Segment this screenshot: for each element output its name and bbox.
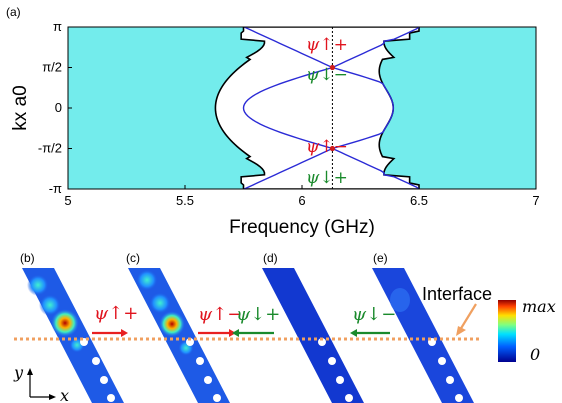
arrow-b xyxy=(92,329,128,337)
y-tick-label: 0 xyxy=(55,100,62,115)
edge-state-curve-2 xyxy=(243,27,394,189)
y-axis-title: kx a0 xyxy=(10,85,31,130)
colorbar-min-label: 0 xyxy=(530,345,540,364)
crossing-point-upper xyxy=(329,64,336,71)
x-axis-symbol: x xyxy=(60,386,69,403)
x-tick-label: 5 xyxy=(64,193,71,208)
field-strip-e xyxy=(372,268,474,403)
crossing-point-lower xyxy=(329,145,336,152)
panel-label-e: (e) xyxy=(373,251,388,265)
mode-label-down-plus: ψ↓+ xyxy=(306,168,348,188)
field-strip-b xyxy=(22,268,124,403)
interface-pointer-arrow xyxy=(456,303,477,336)
field-strip-c xyxy=(128,268,230,403)
x-tick-label: 6.5 xyxy=(410,193,428,208)
mode-label-c: ψ↑− xyxy=(198,304,242,325)
mode-label-b: ψ↑+ xyxy=(94,303,138,324)
arrow-e xyxy=(350,329,390,337)
colorbar-max-label: max xyxy=(522,297,556,316)
y-tick-label: π/2 xyxy=(42,60,62,75)
x-axis-title: Frequency (GHz) xyxy=(229,217,375,238)
mode-label-up-minus: ψ↑− xyxy=(306,137,348,157)
x-tick-label: 6 xyxy=(298,193,305,208)
mode-label-d: ψ↓+ xyxy=(236,304,280,325)
colorbar xyxy=(498,300,516,362)
y-tick-label: -π/2 xyxy=(38,140,62,155)
mode-label-e: ψ↓− xyxy=(352,304,396,325)
interface-label: Interface xyxy=(422,284,492,304)
panel-label-b: (b) xyxy=(20,251,35,265)
mode-label-down-minus: ψ↓− xyxy=(306,65,348,85)
panel-label-c: (c) xyxy=(126,251,140,265)
axis-ticks: 5 5.5 6 6.5 7 π π/2 0 -π/2 -π xyxy=(38,19,540,208)
edge-state-curve-1 xyxy=(242,27,420,189)
panel-label-d: (d) xyxy=(263,251,278,265)
y-tick-label: π xyxy=(53,19,62,34)
mode-label-up-plus: ψ↑+ xyxy=(306,35,348,55)
arrow-d xyxy=(232,329,274,337)
coordinate-axes xyxy=(27,368,56,400)
x-tick-label: 5.5 xyxy=(176,193,194,208)
arrow-c xyxy=(198,329,236,337)
y-tick-label: -π xyxy=(49,181,62,196)
panel-label-a: (a) xyxy=(6,5,21,19)
band-gap-region xyxy=(214,27,420,189)
x-tick-label: 7 xyxy=(532,193,539,208)
field-strip-d xyxy=(262,268,364,403)
y-axis-symbol: y xyxy=(13,363,24,382)
band-diagram xyxy=(68,27,536,189)
